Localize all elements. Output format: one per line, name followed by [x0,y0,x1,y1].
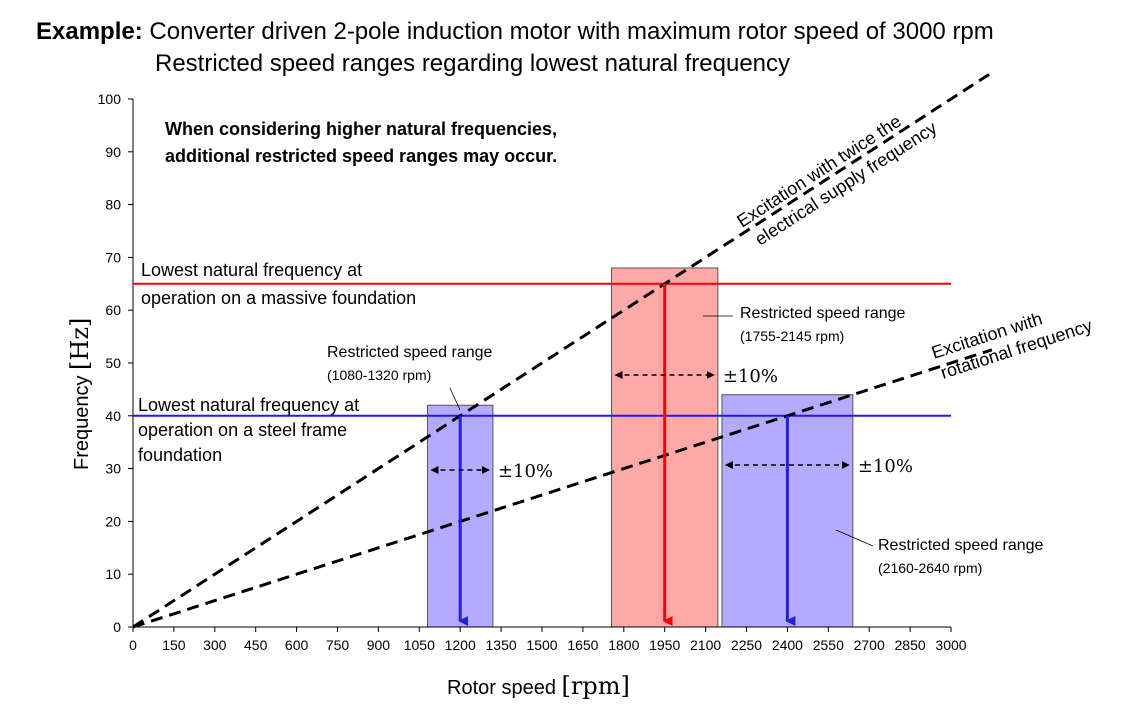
natural-frequency-label-2-line2: operation on a steel frame [138,420,347,440]
note-line1: When considering higher natural frequenc… [165,119,557,139]
x-tick-label: 900 [367,637,391,653]
x-tick-label: 2850 [895,637,926,653]
leader-line-3 [835,529,874,547]
x-tick-label: 1950 [649,637,680,653]
y-axis-unit: [Hz] [66,318,94,370]
x-tick-label: 2550 [813,637,844,653]
series-label-twice-line2: electrical supply frequency [751,118,940,250]
restricted-range-text-3: (2160-2640 rpm) [878,560,982,576]
x-tick-label: 1350 [486,637,517,653]
title-line1: Converter driven 2-pole induction motor … [149,18,994,45]
x-tick-label: 1050 [404,637,435,653]
y-tick-label: 10 [105,566,121,582]
x-tick-label: 1200 [445,637,476,653]
chart-subtitle: Restricted speed ranges regarding lowest… [155,50,791,77]
x-tick-label: 1800 [608,637,639,653]
y-tick-label: 70 [105,249,121,265]
note-line2: additional restricted speed ranges may o… [165,146,557,166]
x-tick-label: 1500 [526,637,557,653]
leader-line-1 [449,387,461,411]
tick-labels: 0 150 300 450 600 750 900 1050 1200 1350 1500 1650 1… [98,91,967,653]
x-axis-title: Rotor speed [rpm] [447,672,630,700]
title-prefix: Example: [36,18,143,45]
y-tick-label: 60 [105,302,121,318]
natural-frequency-label-1-line2: operation on a massive foundation [141,288,416,308]
x-tick-label: 750 [326,637,350,653]
natural-frequency-label-2-line3: foundation [138,445,222,465]
y-axis-title: Frequency [Hz] [66,318,94,470]
natural-frequency-label-2-line1: Lowest natural frequency at [138,395,359,415]
natural-frequency-label-1-line1: Lowest natural frequency at [141,260,362,280]
y-tick-label: 30 [105,461,121,477]
excitation-line-2 [132,348,993,629]
restricted-range-text-1: (1080-1320 rpm) [327,367,431,383]
x-tick-label: 150 [162,637,186,653]
restricted-range-label-1: Restricted speed range [327,344,493,361]
y-tick-label: 90 [105,144,121,160]
y-tick-label: 0 [113,619,121,635]
x-tick-label: 2100 [690,637,721,653]
x-tick-label: 2700 [854,637,885,653]
restricted-range-text-2: (1755-2145 rpm) [740,328,844,344]
tolerance-label-3: ±10% [858,456,913,477]
x-tick-label: 2400 [772,637,803,653]
y-tick-label: 20 [105,513,121,529]
x-tick-label: 3000 [935,637,966,653]
y-tick-label: 40 [105,408,121,424]
excitation-lines [132,71,993,629]
y-tick-label: 50 [105,355,121,371]
x-tick-label: 300 [203,637,227,653]
x-tick-label: 1650 [567,637,598,653]
chart-title: Example: Converter driven 2-pole inducti… [36,18,994,46]
y-tick-label: 100 [98,91,122,107]
x-axis-title-text: Rotor speed [447,677,556,699]
tolerance-label-2: ±10% [723,366,778,387]
restricted-range-label-3: Restricted speed range [878,537,1044,554]
y-axis-title-text: Frequency [71,376,93,471]
y-tick-label: 80 [105,197,121,213]
x-axis-unit: [rpm] [562,672,630,700]
natural-frequency-lines [133,282,951,417]
x-tick-label: 2250 [731,637,762,653]
restricted-range-label-2: Restricted speed range [740,305,906,322]
x-tick-label: 600 [285,637,309,653]
range-arrows [430,283,850,626]
x-tick-label: 450 [244,637,268,653]
x-tick-label: 0 [129,637,137,653]
tolerance-label-1: ±10% [498,461,553,482]
